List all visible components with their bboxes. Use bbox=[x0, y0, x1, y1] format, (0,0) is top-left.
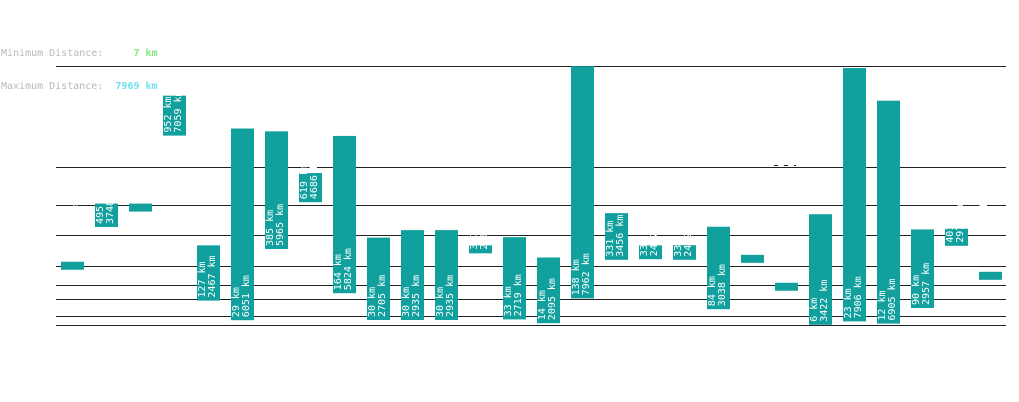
bar-10 bbox=[401, 230, 424, 320]
bar-3 bbox=[163, 95, 186, 136]
bar-20 bbox=[741, 254, 764, 263]
legend-max-row: Maximum Distance: 7969 km bbox=[1, 81, 158, 92]
bar-26 bbox=[945, 228, 968, 246]
bar-2-low-label: 884 km bbox=[129, 110, 140, 146]
legend-max-value: 7969 km bbox=[115, 81, 158, 92]
bar-7-low-label: 619 km bbox=[299, 163, 310, 199]
bar-25-high-label: 2957 km bbox=[921, 263, 932, 305]
bar-14-low-label: 14 km bbox=[537, 290, 548, 320]
legend-max-label: Maximum Distance: bbox=[1, 81, 104, 92]
bar-16-low-label: 331 km bbox=[605, 221, 616, 257]
bar-21 bbox=[775, 282, 798, 291]
bar-4-low-label: 127 km bbox=[197, 261, 208, 297]
bar-13 bbox=[503, 237, 526, 320]
bar-16-high-label: 3456 km bbox=[615, 215, 626, 257]
bar-7-high-label: 4686 km bbox=[309, 157, 320, 199]
bar-14-high-label: 2095 km bbox=[547, 278, 558, 320]
bar-22-high-label: 3422 km bbox=[819, 280, 830, 322]
bar-27 bbox=[979, 271, 1002, 280]
bar-21-low-label: 9 bbox=[775, 137, 786, 143]
bar-11 bbox=[435, 230, 458, 320]
legend: Minimum Distance: 7 km Maximum Distance:… bbox=[1, 26, 158, 103]
bar-6 bbox=[265, 131, 288, 249]
bar-5-low-label: 29 km bbox=[231, 287, 242, 317]
bar-19-low-label: 84 km bbox=[707, 276, 718, 306]
bar-24-high-label: 6905 km bbox=[887, 278, 898, 320]
bar-18-high-label: 2472 km bbox=[683, 215, 694, 257]
bar-1-low-label: 495 km bbox=[95, 188, 106, 224]
bar-9 bbox=[367, 237, 390, 320]
bar-26-high-label: 2978 km bbox=[955, 201, 966, 243]
bar-23-high-label: 7906 km bbox=[853, 276, 864, 318]
bar-13-high-label: 2719 km bbox=[513, 274, 524, 316]
bar-23-low-label: 23 km bbox=[843, 288, 854, 318]
legend-min-label: Minimum Distance: bbox=[1, 48, 104, 59]
bar-22 bbox=[809, 214, 832, 325]
bar-27-high-label: 1656 km bbox=[989, 189, 1000, 231]
bar-20-high-label: 2176 km bbox=[751, 83, 762, 125]
bar-8 bbox=[333, 135, 356, 294]
bar-3-low-label: 952 km bbox=[163, 96, 174, 132]
bar-3-high-label: 7059 km bbox=[173, 90, 184, 132]
bar-17-low-label: 334 km bbox=[639, 220, 650, 256]
bar-26-low-label: 401 km bbox=[945, 207, 956, 243]
bar-25 bbox=[911, 229, 934, 308]
bar-14 bbox=[537, 257, 560, 324]
bar-17 bbox=[639, 245, 662, 260]
bar-0 bbox=[61, 261, 84, 270]
bar-1-high-label: 3748 km bbox=[105, 182, 116, 224]
bar-0-high-label: 1964 km bbox=[71, 184, 82, 226]
bar-12 bbox=[469, 245, 492, 254]
bar-16 bbox=[605, 213, 628, 260]
bar-15-high-label: 7962 km bbox=[581, 253, 592, 295]
bar-19-high-label: 3038 km bbox=[717, 264, 728, 306]
bar-18-low-label: 331 km bbox=[673, 221, 684, 257]
bar-5-high-label: 6051 km bbox=[241, 275, 252, 317]
bar-7 bbox=[299, 173, 322, 203]
bar-23 bbox=[843, 68, 866, 322]
bar-6-low-label: 385 km bbox=[265, 210, 276, 246]
bar-24-low-label: 12 km bbox=[877, 290, 888, 320]
bar-25-low-label: 90 km bbox=[911, 275, 922, 305]
bar-5 bbox=[231, 128, 254, 321]
bar-20-low-label: 988 km bbox=[741, 89, 752, 125]
bar-17-high-label: 2467 km bbox=[649, 214, 660, 256]
bar-9-low-label: 30 km bbox=[367, 287, 378, 317]
bar-10-high-label: 2935 km bbox=[411, 275, 422, 317]
bar-18 bbox=[673, 245, 696, 260]
legend-min-row: Minimum Distance: 7 km bbox=[1, 48, 158, 59]
bar-0-low-label: 485 km bbox=[61, 190, 72, 226]
bar-24 bbox=[877, 100, 900, 324]
bar-1 bbox=[95, 203, 118, 227]
bar-8-high-label: 5824 km bbox=[343, 248, 354, 290]
bar-21-high-label: 132 bbox=[785, 125, 796, 143]
bar-11-low-label: 30 km bbox=[435, 287, 446, 317]
bar-22-low-label: 6 km bbox=[809, 298, 820, 322]
bar-6-high-label: 5965 km bbox=[275, 204, 286, 246]
bar-12-low-label: 367 km bbox=[469, 213, 480, 249]
bar-2 bbox=[129, 203, 152, 212]
bar-15 bbox=[571, 66, 594, 299]
bar-13-low-label: 33 km bbox=[503, 286, 514, 316]
bar-19 bbox=[707, 226, 730, 310]
bar-27-low-label: 459 km bbox=[979, 195, 990, 231]
bar-9-high-label: 2705 km bbox=[377, 275, 388, 317]
bar-10-low-label: 30 km bbox=[401, 287, 412, 317]
bar-15-low-label: 138 km bbox=[571, 259, 582, 295]
bar-11-high-label: 2935 km bbox=[445, 275, 456, 317]
bar-4-high-label: 2467 km bbox=[207, 255, 218, 297]
bar-2-high-label: 3748 km bbox=[139, 104, 150, 146]
legend-min-value: 7 km bbox=[133, 48, 158, 59]
bar-4 bbox=[197, 245, 220, 301]
bar-8-low-label: 164 km bbox=[333, 254, 344, 290]
bar-12-high-label: 2468 km bbox=[479, 207, 490, 249]
